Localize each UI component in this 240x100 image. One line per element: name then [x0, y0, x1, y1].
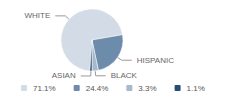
svg-text:BLACK: BLACK — [111, 71, 138, 80]
svg-text:ASIAN: ASIAN — [52, 71, 76, 80]
svg-text:HISPANIC: HISPANIC — [137, 56, 174, 65]
svg-text:WHITE: WHITE — [25, 11, 51, 20]
svg-text:24.4%: 24.4% — [86, 84, 109, 93]
svg-text:1.1%: 1.1% — [187, 84, 205, 93]
svg-text:71.1%: 71.1% — [33, 84, 56, 93]
svg-text:3.3%: 3.3% — [138, 84, 156, 93]
